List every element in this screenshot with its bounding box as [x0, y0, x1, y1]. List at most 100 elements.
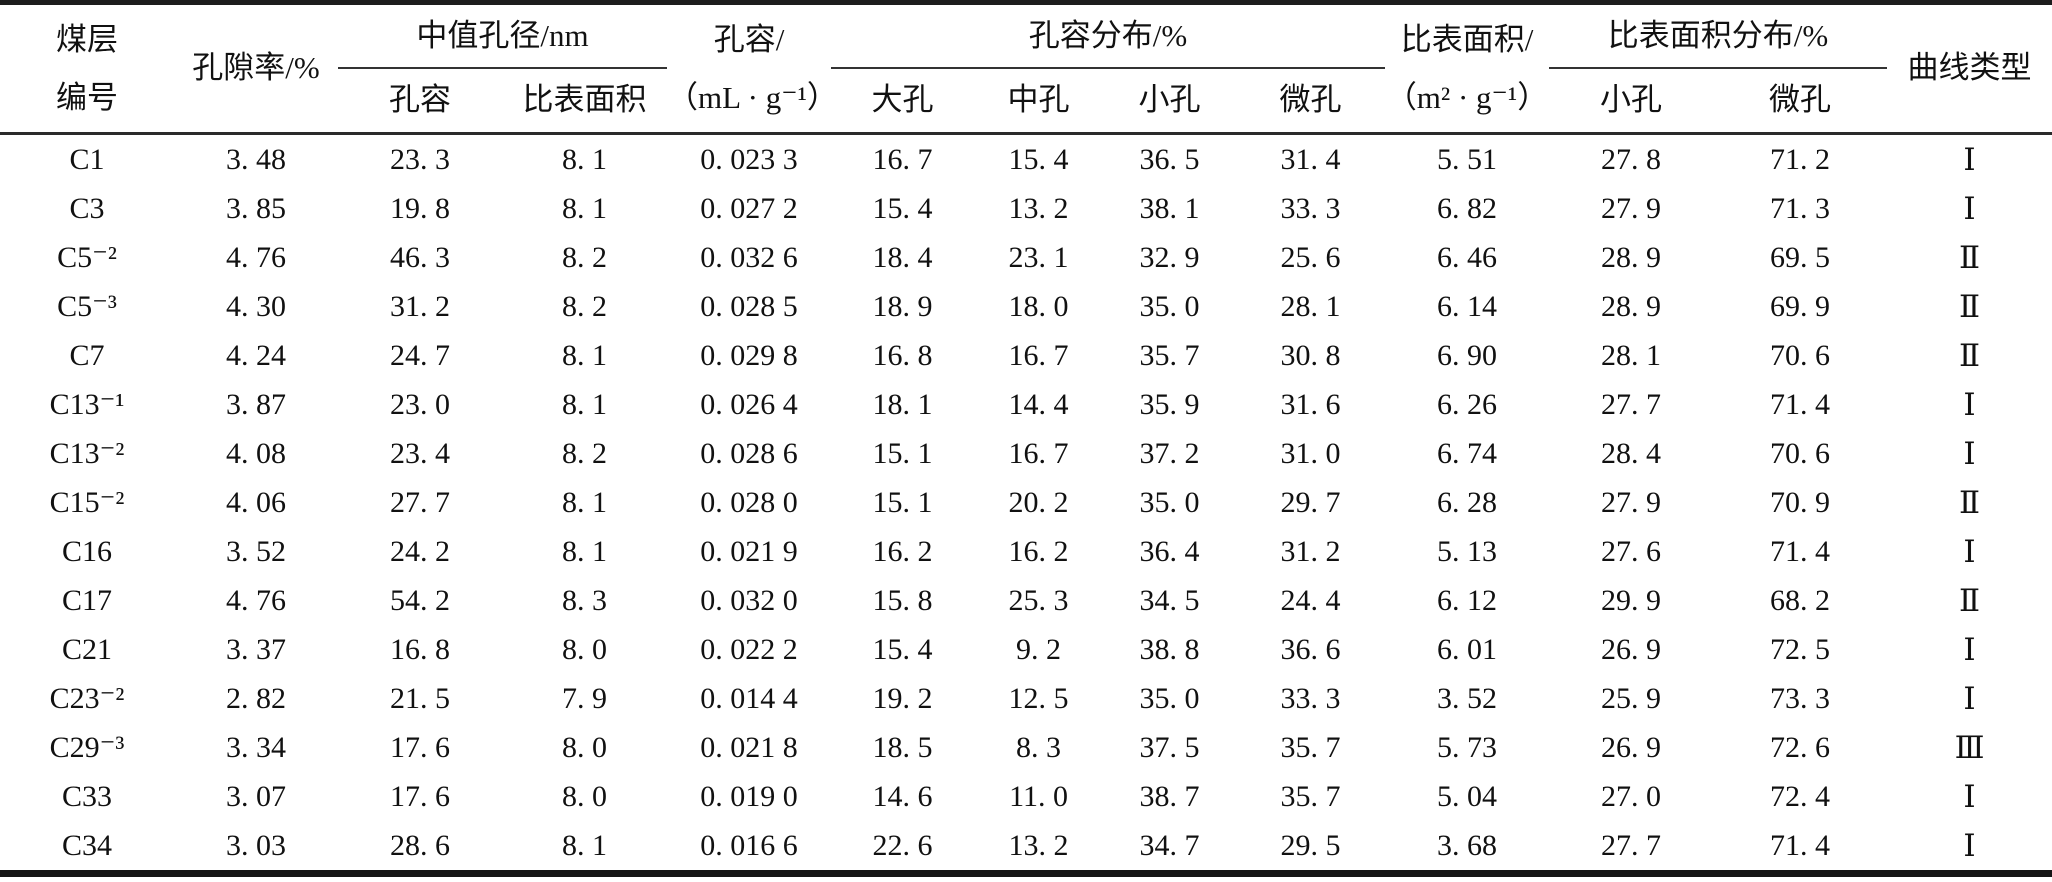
- cell-ssa-small-pct: 27. 9: [1601, 485, 1662, 519]
- cell-curve-type: Ⅰ: [1963, 190, 1976, 226]
- cell-median-ssa: 8. 2: [562, 289, 607, 323]
- cell-ssa-micro-pct: 69. 5: [1770, 240, 1831, 274]
- header-pore-volume-line1: 孔容/: [713, 22, 785, 58]
- cell-ssa-micro-pct: 70. 6: [1770, 436, 1831, 470]
- cell-median-ssa: 7. 9: [562, 681, 607, 715]
- cell-small-pore-pct: 38. 1: [1139, 191, 1200, 225]
- cell-macropore-pct: 19. 2: [872, 681, 933, 715]
- cell-ssa-small-pct: 27. 7: [1601, 828, 1662, 862]
- cell-ssa-small-pct: 29. 9: [1601, 583, 1662, 617]
- cell-micropore-pct: 31. 2: [1280, 534, 1341, 568]
- cell-median-ssa: 8. 3: [562, 583, 607, 617]
- header-porosity: 孔隙率/%: [174, 2, 338, 135]
- cell-ssa: 6. 12: [1437, 583, 1498, 617]
- cell-micropore-pct: 29. 5: [1280, 828, 1341, 862]
- cell-small-pore-pct: 35. 0: [1139, 485, 1200, 519]
- cell-porosity: 4. 08: [226, 436, 286, 470]
- cell-small-pore-pct: 38. 7: [1139, 779, 1200, 813]
- cell-small-pore-pct: 35. 9: [1139, 387, 1200, 421]
- cell-pore-volume: 0. 021 8: [700, 730, 798, 764]
- cell-ssa-micro-pct: 73. 3: [1770, 681, 1831, 715]
- cell-curve-type: Ⅱ: [1958, 288, 1981, 324]
- cell-ssa-small-pct: 27. 8: [1601, 142, 1662, 176]
- cell-pore-volume: 0. 028 6: [700, 436, 798, 470]
- cell-ssa-small-pct: 27. 7: [1601, 387, 1662, 421]
- cell-small-pore-pct: 34. 5: [1139, 583, 1200, 617]
- table-row: C3 3. 85 19. 8 8. 1 0. 027 2 15. 4 13. 2…: [0, 184, 2052, 233]
- table-row: C21 3. 37 16. 8 8. 0 0. 022 2 15. 4 9. 2…: [0, 625, 2052, 674]
- cell-macropore-pct: 18. 5: [872, 730, 933, 764]
- cell-pore-volume: 0. 029 8: [700, 338, 798, 372]
- cell-median-pore-volume: 23. 0: [390, 387, 450, 421]
- cell-curve-type: Ⅰ: [1963, 631, 1976, 667]
- header-ssa-unit: （m² · g⁻¹）: [1385, 79, 1549, 115]
- cell-micropore-pct: 33. 3: [1280, 681, 1341, 715]
- cell-curve-type: Ⅰ: [1963, 435, 1976, 471]
- cell-pore-volume: 0. 016 6: [700, 828, 798, 862]
- cell-median-ssa: 8. 1: [562, 485, 607, 519]
- cell-seam-id: C3: [69, 191, 105, 225]
- cell-ssa-small-pct: 28. 1: [1601, 338, 1662, 372]
- cell-curve-type: Ⅰ: [1963, 386, 1976, 422]
- cell-ssa: 5. 73: [1437, 730, 1498, 764]
- cell-seam-id: C13⁻²: [49, 437, 125, 470]
- header-seam-id-line1: 煤层: [56, 22, 118, 58]
- cell-macropore-pct: 15. 8: [872, 583, 933, 617]
- cell-macropore-pct: 16. 2: [872, 534, 933, 568]
- header-ssa-small-pore: 小孔: [1549, 68, 1714, 135]
- cell-median-pore-volume: 46. 3: [390, 240, 450, 274]
- cell-micropore-pct: 31. 6: [1280, 387, 1341, 421]
- cell-porosity: 4. 76: [226, 583, 286, 617]
- cell-porosity: 3. 37: [226, 632, 286, 666]
- cell-median-pore-volume: 24. 2: [390, 534, 450, 568]
- cell-ssa-micro-pct: 71. 4: [1770, 534, 1831, 568]
- cell-curve-type: Ⅱ: [1958, 337, 1981, 373]
- cell-small-pore-pct: 36. 5: [1139, 142, 1200, 176]
- header-specific-surface-area: 比表面积/ （m² · g⁻¹）: [1385, 2, 1550, 135]
- cell-median-pore-volume: 17. 6: [390, 779, 450, 813]
- cell-ssa: 6. 26: [1437, 387, 1498, 421]
- cell-mesopore-pct: 20. 2: [1008, 485, 1069, 519]
- cell-mesopore-pct: 11. 0: [1009, 779, 1068, 813]
- cell-median-pore-volume: 16. 8: [390, 632, 450, 666]
- cell-mesopore-pct: 18. 0: [1008, 289, 1069, 323]
- cell-small-pore-pct: 35. 0: [1139, 289, 1200, 323]
- cell-macropore-pct: 14. 6: [872, 779, 933, 813]
- cell-pore-volume: 0. 026 4: [700, 387, 798, 421]
- table-row: C7 4. 24 24. 7 8. 1 0. 029 8 16. 8 16. 7…: [0, 331, 2052, 380]
- table-header: 煤层 编号 孔隙率/% 中值孔径/nm 孔容/ （mL · g⁻¹） 孔容分布/…: [0, 2, 2052, 135]
- cell-ssa-micro-pct: 71. 4: [1770, 828, 1831, 862]
- cell-ssa-micro-pct: 72. 6: [1770, 730, 1831, 764]
- cell-seam-id: C21: [61, 632, 112, 666]
- cell-seam-id: C34: [61, 828, 112, 862]
- cell-seam-id: C13⁻¹: [49, 388, 125, 421]
- cell-median-pore-volume: 31. 2: [390, 289, 450, 323]
- cell-median-pore-volume: 23. 3: [390, 142, 450, 176]
- cell-seam-id: C16: [61, 534, 112, 568]
- cell-seam-id: C5⁻³: [57, 290, 117, 323]
- cell-median-ssa: 8. 1: [562, 387, 607, 421]
- cell-macropore-pct: 15. 1: [872, 436, 933, 470]
- cell-micropore-pct: 25. 6: [1280, 240, 1341, 274]
- header-ssa-micropore: 微孔: [1713, 68, 1888, 135]
- cell-seam-id: C29⁻³: [49, 731, 125, 764]
- cell-seam-id: C33: [61, 779, 112, 813]
- cell-ssa-micro-pct: 69. 9: [1770, 289, 1831, 323]
- cell-pore-volume: 0. 032 0: [700, 583, 798, 617]
- cell-pore-volume: 0. 014 4: [700, 681, 798, 715]
- cell-porosity: 3. 34: [226, 730, 286, 764]
- header-median-pore-diameter-group: 中值孔径/nm: [338, 2, 668, 69]
- cell-micropore-pct: 24. 4: [1280, 583, 1341, 617]
- cell-micropore-pct: 35. 7: [1280, 730, 1341, 764]
- cell-median-ssa: 8. 1: [562, 142, 607, 176]
- cell-macropore-pct: 15. 1: [872, 485, 933, 519]
- cell-macropore-pct: 18. 1: [872, 387, 933, 421]
- cell-micropore-pct: 35. 7: [1280, 779, 1341, 813]
- cell-micropore-pct: 36. 6: [1280, 632, 1341, 666]
- cell-porosity: 4. 06: [226, 485, 286, 519]
- table-row: C13⁻² 4. 08 23. 4 8. 2 0. 028 6 15. 1 16…: [0, 429, 2052, 478]
- header-pore-volume-unit: （mL · g⁻¹）: [667, 79, 838, 115]
- cell-porosity: 3. 03: [226, 828, 286, 862]
- header-median-ssa: 比表面积: [502, 68, 668, 135]
- cell-median-pore-volume: 21. 5: [390, 681, 450, 715]
